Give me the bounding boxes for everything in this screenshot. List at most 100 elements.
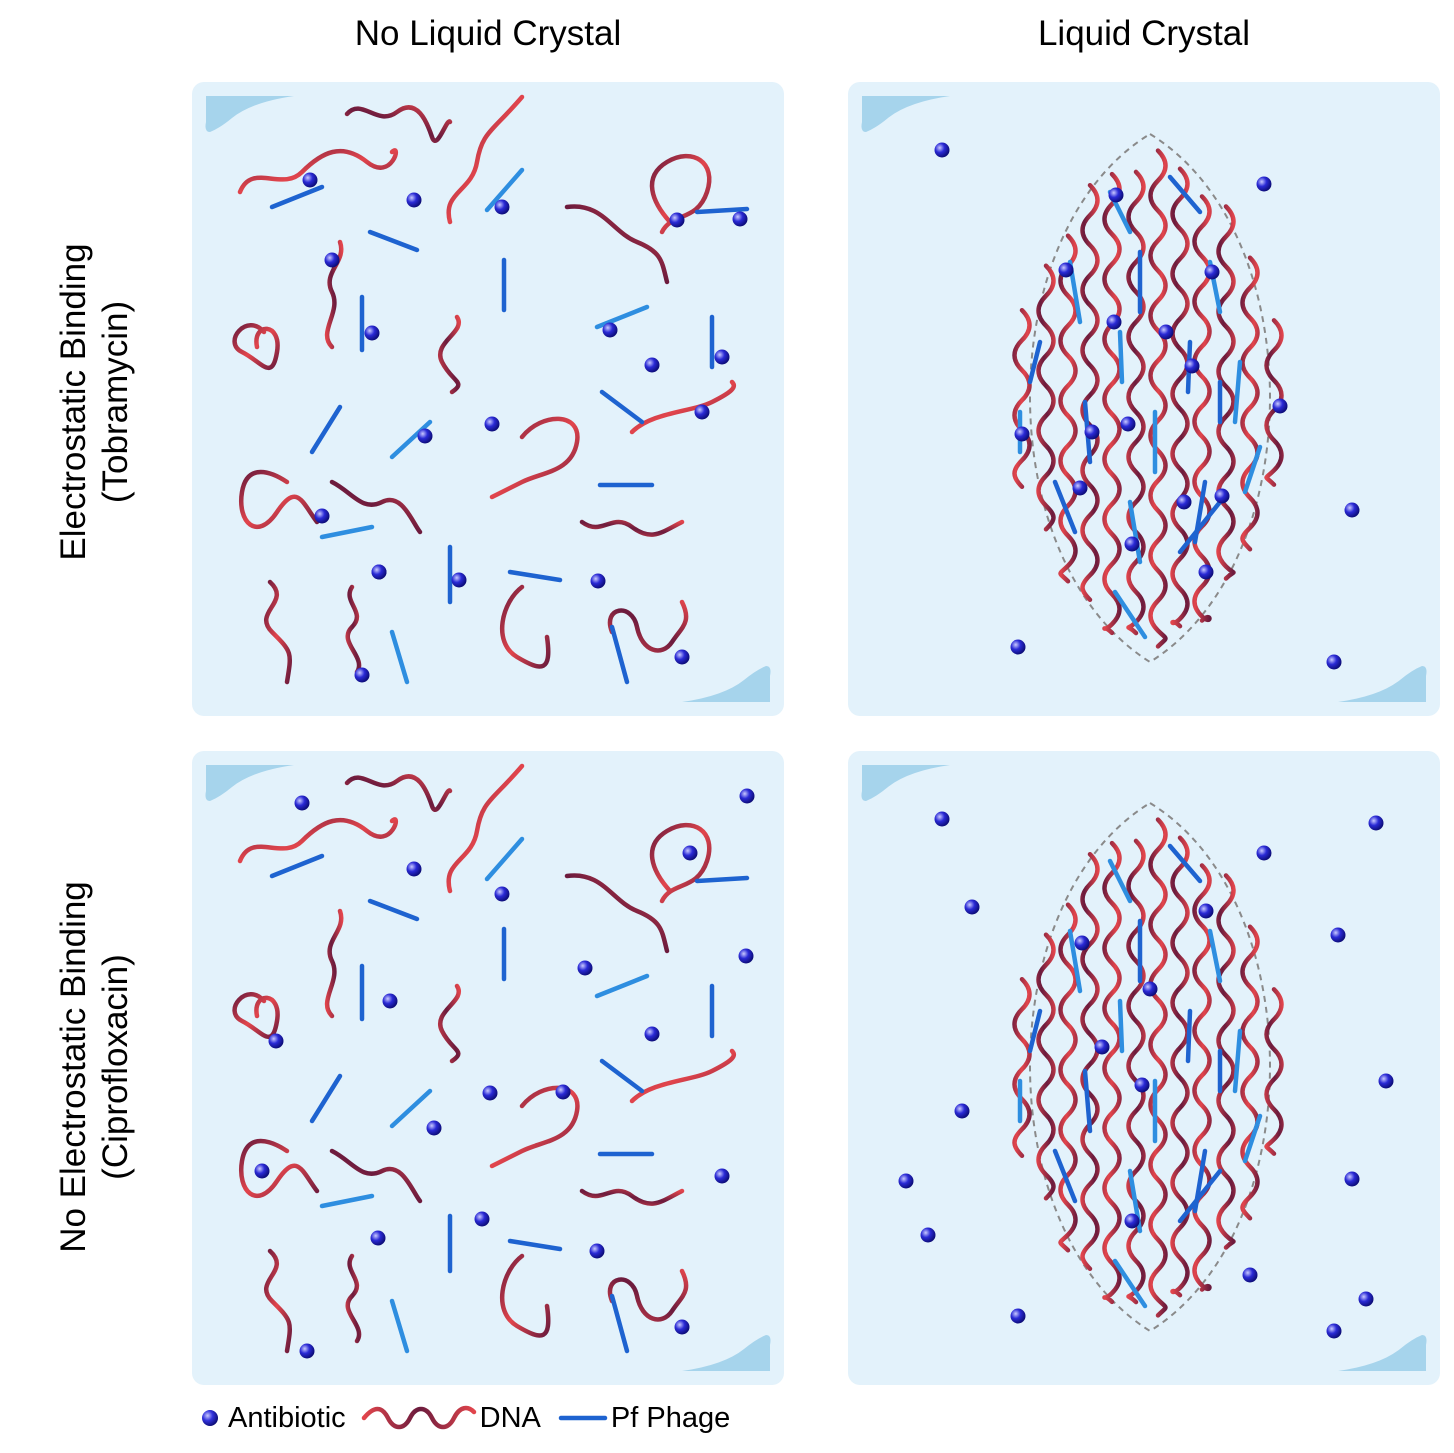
antibiotic: [324, 252, 340, 268]
dna-strand: [324, 908, 344, 1019]
antibiotic: [714, 1168, 730, 1184]
dna-strand: [1170, 835, 1190, 1298]
pf-phage: [1167, 174, 1203, 215]
dna-strand: [329, 479, 423, 535]
dna-strand: [1080, 851, 1100, 1272]
antibiotic: [1272, 398, 1288, 414]
antibiotic: [1106, 314, 1122, 330]
pf-phage: [389, 419, 433, 460]
dna-strand: [1192, 194, 1212, 623]
pf-phage: [1185, 1008, 1193, 1064]
antibiotic: [1084, 424, 1100, 440]
antibiotic: [739, 788, 755, 804]
pf-phage: [309, 404, 343, 455]
dna-strand: [232, 992, 280, 1039]
pf-phage: [1052, 479, 1078, 535]
pf-phage: [599, 1058, 645, 1094]
antibiotic: [1124, 536, 1140, 552]
antibiotic: [589, 1243, 605, 1259]
dna-strand: [1058, 902, 1078, 1253]
pf-phage: [609, 624, 630, 685]
antibiotic: [1242, 1267, 1258, 1283]
column-title-no-lc: No Liquid Crystal: [354, 14, 622, 53]
antibiotic: [1010, 639, 1026, 655]
antibiotic: [1256, 845, 1272, 861]
antibiotic: [406, 192, 422, 208]
antibiotic: [1072, 480, 1088, 496]
antibiotic: [426, 1120, 442, 1136]
row-title-no-electrostatic-line1: No Electrostatic Binding: [54, 881, 93, 1253]
antibiotic: [1198, 564, 1214, 580]
antibiotic: [934, 142, 950, 158]
antibiotic: [1214, 488, 1230, 504]
pf-phage: [1177, 1168, 1223, 1224]
pf-phage: [1207, 928, 1223, 984]
pf-phage: [1027, 339, 1043, 385]
antibiotic: [1344, 1171, 1360, 1187]
antibiotic: [738, 948, 754, 964]
row-title-electrostatic: Electrostatic Binding (Tobramycin): [53, 82, 137, 722]
dna-strand: [446, 763, 525, 894]
antibiotic: [1368, 815, 1384, 831]
pf-phage: [694, 206, 750, 215]
antibiotic: [1198, 903, 1214, 919]
pf-phage: [389, 629, 410, 685]
antibiotic: [1158, 324, 1174, 340]
antibiotic: [1326, 654, 1342, 670]
antibiotic: [669, 212, 685, 228]
antibiotic: [934, 811, 950, 827]
dna-strand: [1216, 873, 1236, 1250]
antibiotic: [674, 1319, 690, 1335]
pf-phage: [484, 836, 525, 882]
antibiotic: [1120, 416, 1136, 432]
dna-strand: [489, 416, 580, 500]
antibiotic: [1184, 358, 1200, 374]
panel-electrostatic-no-lc: [192, 82, 784, 716]
antibiotic-icon: [202, 1410, 218, 1426]
panel-graphic: [205, 94, 771, 702]
pf-phage: [1242, 444, 1263, 495]
antibiotic: [714, 349, 730, 365]
pf-phage: [1112, 589, 1148, 640]
corner-mark: [1338, 666, 1427, 702]
dna-strand: [607, 1268, 689, 1322]
antibiotic: [494, 886, 510, 902]
row-title-no-electrostatic: No Electrostatic Binding (Ciprofloxacin): [53, 747, 137, 1387]
antibiotic: [732, 211, 748, 227]
dna-strand: [1170, 166, 1190, 629]
antibiotic: [1256, 176, 1272, 192]
antibiotic: [370, 1230, 386, 1246]
antibiotic: [382, 993, 398, 1009]
dna-strand: [237, 817, 398, 864]
dna-strand: [1102, 840, 1122, 1305]
antibiotic: [694, 404, 710, 420]
pf-phage: [367, 898, 420, 922]
column-title-lc: Liquid Crystal: [1037, 14, 1251, 53]
antibiotic: [954, 1103, 970, 1119]
pf-phage: [1242, 1113, 1263, 1164]
dna-strand: [238, 1138, 320, 1198]
dna-strand: [649, 153, 712, 235]
dna-strand: [1012, 307, 1032, 490]
dna-strand: [607, 599, 689, 653]
panel-electrostatic-lc: [848, 82, 1440, 716]
dna-strand: [1240, 924, 1260, 1221]
corner-mark: [1338, 1335, 1427, 1371]
pf-phage: [309, 1073, 343, 1124]
dna-strand: [1216, 204, 1236, 581]
panel-graphic: [861, 96, 1427, 702]
antibiotic: [1344, 502, 1360, 518]
dna-strand: [1036, 263, 1056, 532]
antibiotic: [1326, 1323, 1342, 1339]
dna-strand: [1264, 987, 1284, 1156]
legend-antibiotic-label: Antibiotic: [228, 1401, 346, 1434]
pf-phage: [1067, 928, 1083, 994]
panel-graphic: [861, 765, 1427, 1371]
dna-strand: [344, 774, 453, 812]
pf-phage: [1232, 359, 1243, 425]
dna-strand: [579, 1188, 685, 1206]
antibiotic: [964, 899, 980, 915]
antibiotic: [254, 1163, 270, 1179]
pf-phage: [367, 229, 420, 253]
dna-strand: [1148, 148, 1168, 649]
